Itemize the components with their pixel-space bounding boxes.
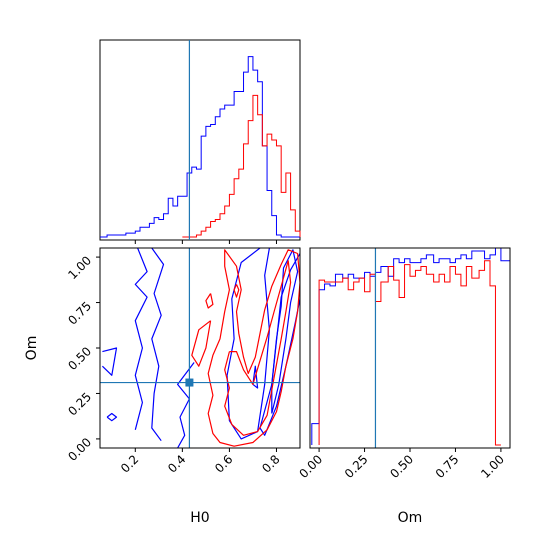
panel-om-marginal: 0.00 0.25 0.50 0.75 1.00 Om [296, 247, 511, 526]
x-tick-label: 0.8 [259, 452, 282, 475]
x-tick-label: 0.50 [387, 452, 416, 481]
red-contour [233, 284, 240, 298]
red-contour [207, 249, 300, 447]
red-histogram [318, 260, 501, 446]
blue-contour [106, 412, 118, 422]
blue-contour [101, 347, 118, 376]
red-histogram [182, 94, 301, 238]
x-axis-label-h0: H0 [190, 510, 209, 526]
blue-contour [134, 248, 148, 430]
blue-histogram [311, 248, 510, 445]
blue-contour [177, 362, 195, 448]
y-tick-label: 0.00 [65, 435, 94, 464]
blue-contour [252, 365, 259, 389]
x-axis-label-om: Om [398, 510, 423, 526]
panel-frame [99, 247, 301, 449]
panel-frame [309, 247, 511, 449]
red-contour [205, 293, 214, 309]
blue-contour [151, 248, 165, 442]
panel-h0-om-contour: 0.2 0.4 0.6 0.8 0.00 0.25 0.50 0.75 1.00 H0 Om [24, 247, 301, 526]
blue-contour [226, 248, 270, 440]
y-tick-label: 0.25 [65, 390, 94, 419]
y-axis-label-om: Om [24, 336, 40, 361]
x-tick-label: 0.00 [296, 452, 325, 481]
y-tick-label: 1.00 [65, 253, 94, 282]
y-tick-label: 0.75 [65, 299, 94, 328]
truth-marker [185, 378, 194, 387]
panel-frame [99, 39, 301, 241]
x-tick-label: 0.4 [165, 452, 188, 475]
x-tick-label: 0.75 [433, 452, 462, 481]
panel-h0-marginal [99, 39, 301, 244]
x-tick-label: 0.25 [342, 452, 371, 481]
x-tick-label: 0.6 [212, 452, 235, 475]
blue-contour [259, 252, 300, 436]
y-tick-label: 0.50 [65, 344, 94, 373]
x-tick-label: 0.2 [118, 452, 141, 475]
red-contour [191, 320, 212, 367]
blue-histogram [100, 56, 300, 238]
x-tick-label: 1.00 [478, 452, 507, 481]
red-contour [224, 260, 292, 436]
